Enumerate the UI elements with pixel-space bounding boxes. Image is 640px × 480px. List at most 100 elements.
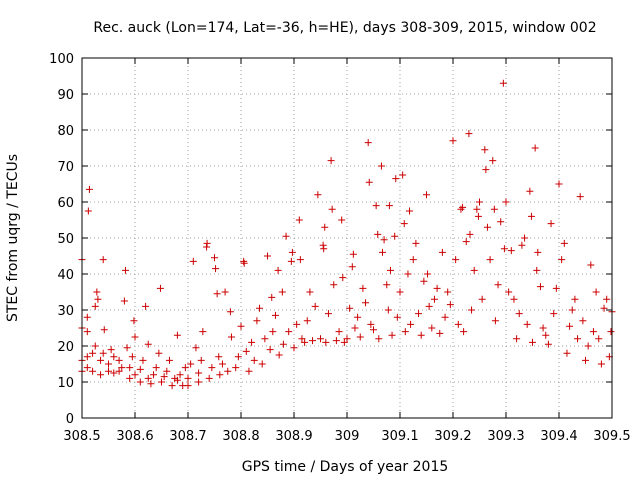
data-point [216,371,224,379]
data-point [120,297,128,305]
data-point [83,364,91,372]
data-point [275,351,283,359]
data-point [430,295,438,303]
data-point [266,346,274,354]
data-point [478,295,486,303]
data-point [600,304,608,312]
data-point [105,367,112,375]
data-point [589,328,597,336]
data-point [155,349,163,357]
data-point [359,284,367,292]
data-point [296,256,304,264]
data-point [507,247,515,255]
x-tick-label: 309 [335,429,360,444]
data-point [332,337,340,345]
data-point [242,347,250,355]
data-point [93,288,101,296]
data-point [423,191,430,199]
data-point [457,205,465,213]
data-point [393,313,401,321]
data-point [184,382,192,390]
data-point [147,380,155,388]
x-tick-label: 309.3 [487,429,524,444]
data-point [523,320,531,328]
data-point [278,288,286,296]
data-point [340,338,348,346]
data-point [563,349,571,357]
data-point [531,144,539,152]
data-point [494,281,502,289]
data-point [226,308,234,316]
data-point [165,356,173,364]
data-point [258,360,266,368]
data-point [505,288,513,296]
data-point [131,371,139,379]
data-point [539,324,547,332]
data-point [128,353,136,361]
data-point [362,299,370,307]
data-point [83,328,91,336]
data-point [232,364,240,372]
y-tick-label: 90 [57,88,74,103]
data-point [83,313,91,321]
data-point [268,293,276,301]
data-point [384,306,392,314]
data-point [476,198,483,206]
data-point [205,374,213,382]
data-point [144,374,152,382]
data-point [460,328,468,336]
data-point [576,193,584,201]
data-point [253,317,261,325]
data-point [566,322,574,330]
data-point [212,265,220,273]
data-point [454,320,462,328]
data-point [136,365,144,373]
data-point [465,130,473,138]
data-point [404,270,412,278]
data-point [269,328,277,336]
data-point [271,311,279,319]
data-point [407,320,415,328]
data-point [446,301,454,309]
data-point [364,139,372,147]
data-point [473,205,481,213]
data-point [338,216,346,224]
data-point [91,342,99,350]
data-point [483,223,491,231]
data-point [240,259,248,267]
data-point [303,317,311,325]
data-point [603,295,611,303]
data-point [502,198,510,206]
data-point [597,360,605,368]
data-point [83,353,91,361]
data-point [354,313,362,321]
data-point [441,313,449,321]
data-point [444,288,452,296]
data-point [248,338,256,346]
data-point [481,146,489,154]
data-point [173,331,181,339]
data-point [462,238,470,246]
data-point [372,202,380,210]
data-point [379,248,387,256]
data-point [285,328,293,336]
data-point [542,331,550,339]
data-point [261,335,269,343]
data-point [295,216,303,224]
data-point [370,326,377,334]
data-point [470,266,478,274]
data-point [184,374,192,382]
data-point [526,187,534,195]
data-point [197,356,205,364]
data-point [529,338,536,346]
data-point [420,277,428,285]
x-tick-label: 308.9 [275,429,312,444]
data-point [203,239,211,247]
data-point [515,310,523,318]
data-point [348,263,356,271]
data-point [250,356,258,364]
data-point [118,364,126,372]
data-point [466,230,474,238]
data-point [327,157,335,165]
y-tick-label: 0 [66,412,74,427]
